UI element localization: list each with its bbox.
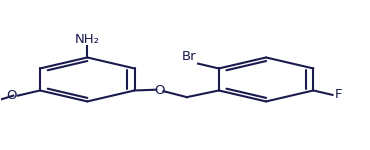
Text: NH₂: NH₂ [75, 33, 100, 46]
Text: O: O [155, 84, 165, 97]
Text: O: O [6, 89, 17, 102]
Text: Br: Br [182, 50, 196, 63]
Text: F: F [334, 88, 342, 101]
